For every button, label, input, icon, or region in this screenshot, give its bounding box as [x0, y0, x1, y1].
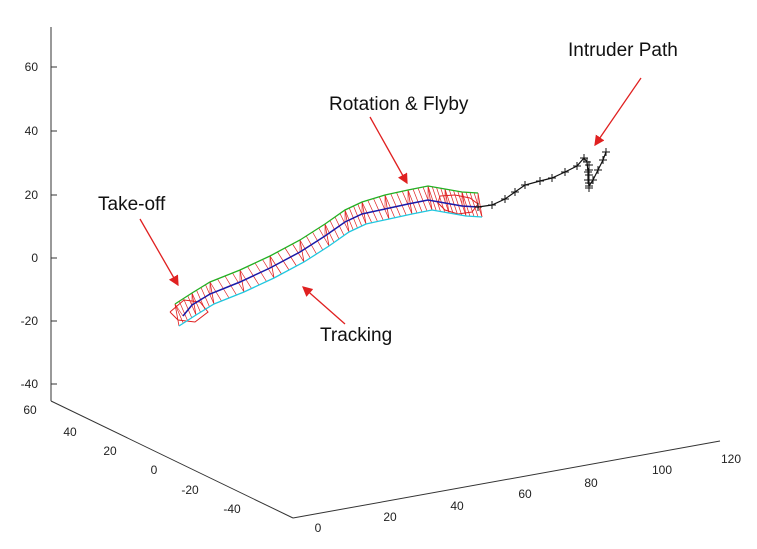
x-axis-ticks: 0 20 40 60 80 100 120 [315, 452, 742, 535]
mesh-rib [461, 191, 467, 217]
z-tick-label: 60 [25, 60, 39, 74]
flyby-loop [437, 194, 479, 215]
mesh-rib [444, 188, 450, 214]
tracking-label: Tracking [320, 325, 392, 346]
mesh-diagonal [373, 198, 384, 221]
x-tick-label: 60 [518, 487, 532, 501]
x-tick-label: 40 [450, 499, 464, 513]
mesh-diagonal [422, 186, 433, 211]
mesh-rib [384, 194, 390, 220]
y-axis-line [50, 400, 294, 519]
tracking-arrow [302, 286, 346, 325]
x-tick-label: 120 [721, 452, 741, 466]
upper-edge-line [174, 185, 479, 305]
z-tick-label: 40 [25, 124, 39, 138]
mesh-diagonal [384, 194, 396, 218]
mesh-diagonal [401, 191, 413, 215]
mesh-diagonal [431, 186, 441, 212]
x-tick-label: 100 [652, 463, 672, 477]
mesh-diagonal [448, 189, 458, 215]
mesh-diagonal [444, 188, 454, 214]
z-tick-label: -40 [21, 377, 39, 391]
y-tick-label: 20 [103, 444, 117, 458]
mesh-diagonal [469, 192, 479, 217]
y-tick-label: 0 [151, 463, 158, 477]
y-tick-label: -20 [181, 483, 199, 497]
own-vehicle-path [182, 199, 479, 317]
takeoff-base [169, 299, 209, 323]
lower-edge-line [178, 209, 483, 327]
intruder-path-markers [474, 148, 610, 211]
y-tick-label: 40 [63, 425, 77, 439]
takeoff-label: Take-off [98, 194, 166, 215]
mesh-rib [407, 189, 413, 215]
mesh-diagonal [378, 196, 390, 220]
takeoff-arrow [139, 218, 179, 287]
mesh-diagonal [412, 188, 423, 213]
mesh-diagonal [453, 190, 463, 216]
z-tick-label: -20 [21, 314, 39, 328]
intruder-path-label: Intruder Path [568, 40, 678, 61]
intruder-path-line [477, 151, 607, 208]
intruder-arrow [594, 77, 642, 147]
mesh-diagonal [178, 301, 188, 321]
z-tick-label: 20 [25, 188, 39, 202]
rotation-flyby-label: Rotation & Flyby [329, 94, 469, 115]
mesh-diagonal [183, 298, 193, 318]
mesh-diagonal [417, 187, 428, 212]
mesh-diagonal [390, 193, 401, 217]
mesh-diagonal [367, 200, 378, 222]
x-tick-label: 80 [584, 476, 598, 490]
x-axis-line [292, 440, 721, 519]
rotation-arrow [369, 116, 408, 185]
y-tick-label: -40 [223, 502, 241, 516]
z-axis-ticks: 60 40 20 0 -20 -40 [21, 60, 57, 391]
mesh-rib [427, 185, 433, 211]
mesh-diagonal [396, 192, 407, 216]
mesh-diagonal [427, 185, 437, 211]
trajectory-mesh [169, 185, 483, 327]
mesh-diagonal [407, 189, 418, 214]
x-tick-label: 0 [315, 521, 322, 535]
mesh-diagonal [440, 188, 450, 214]
z-tick-label: 0 [31, 251, 38, 265]
x-tick-label: 20 [383, 510, 397, 524]
y-axis-ticks: 60 40 20 0 -20 -40 [23, 403, 241, 516]
mesh-diagonal [465, 192, 475, 217]
y-tick-label: 60 [23, 403, 37, 417]
mesh-rib [477, 192, 483, 218]
